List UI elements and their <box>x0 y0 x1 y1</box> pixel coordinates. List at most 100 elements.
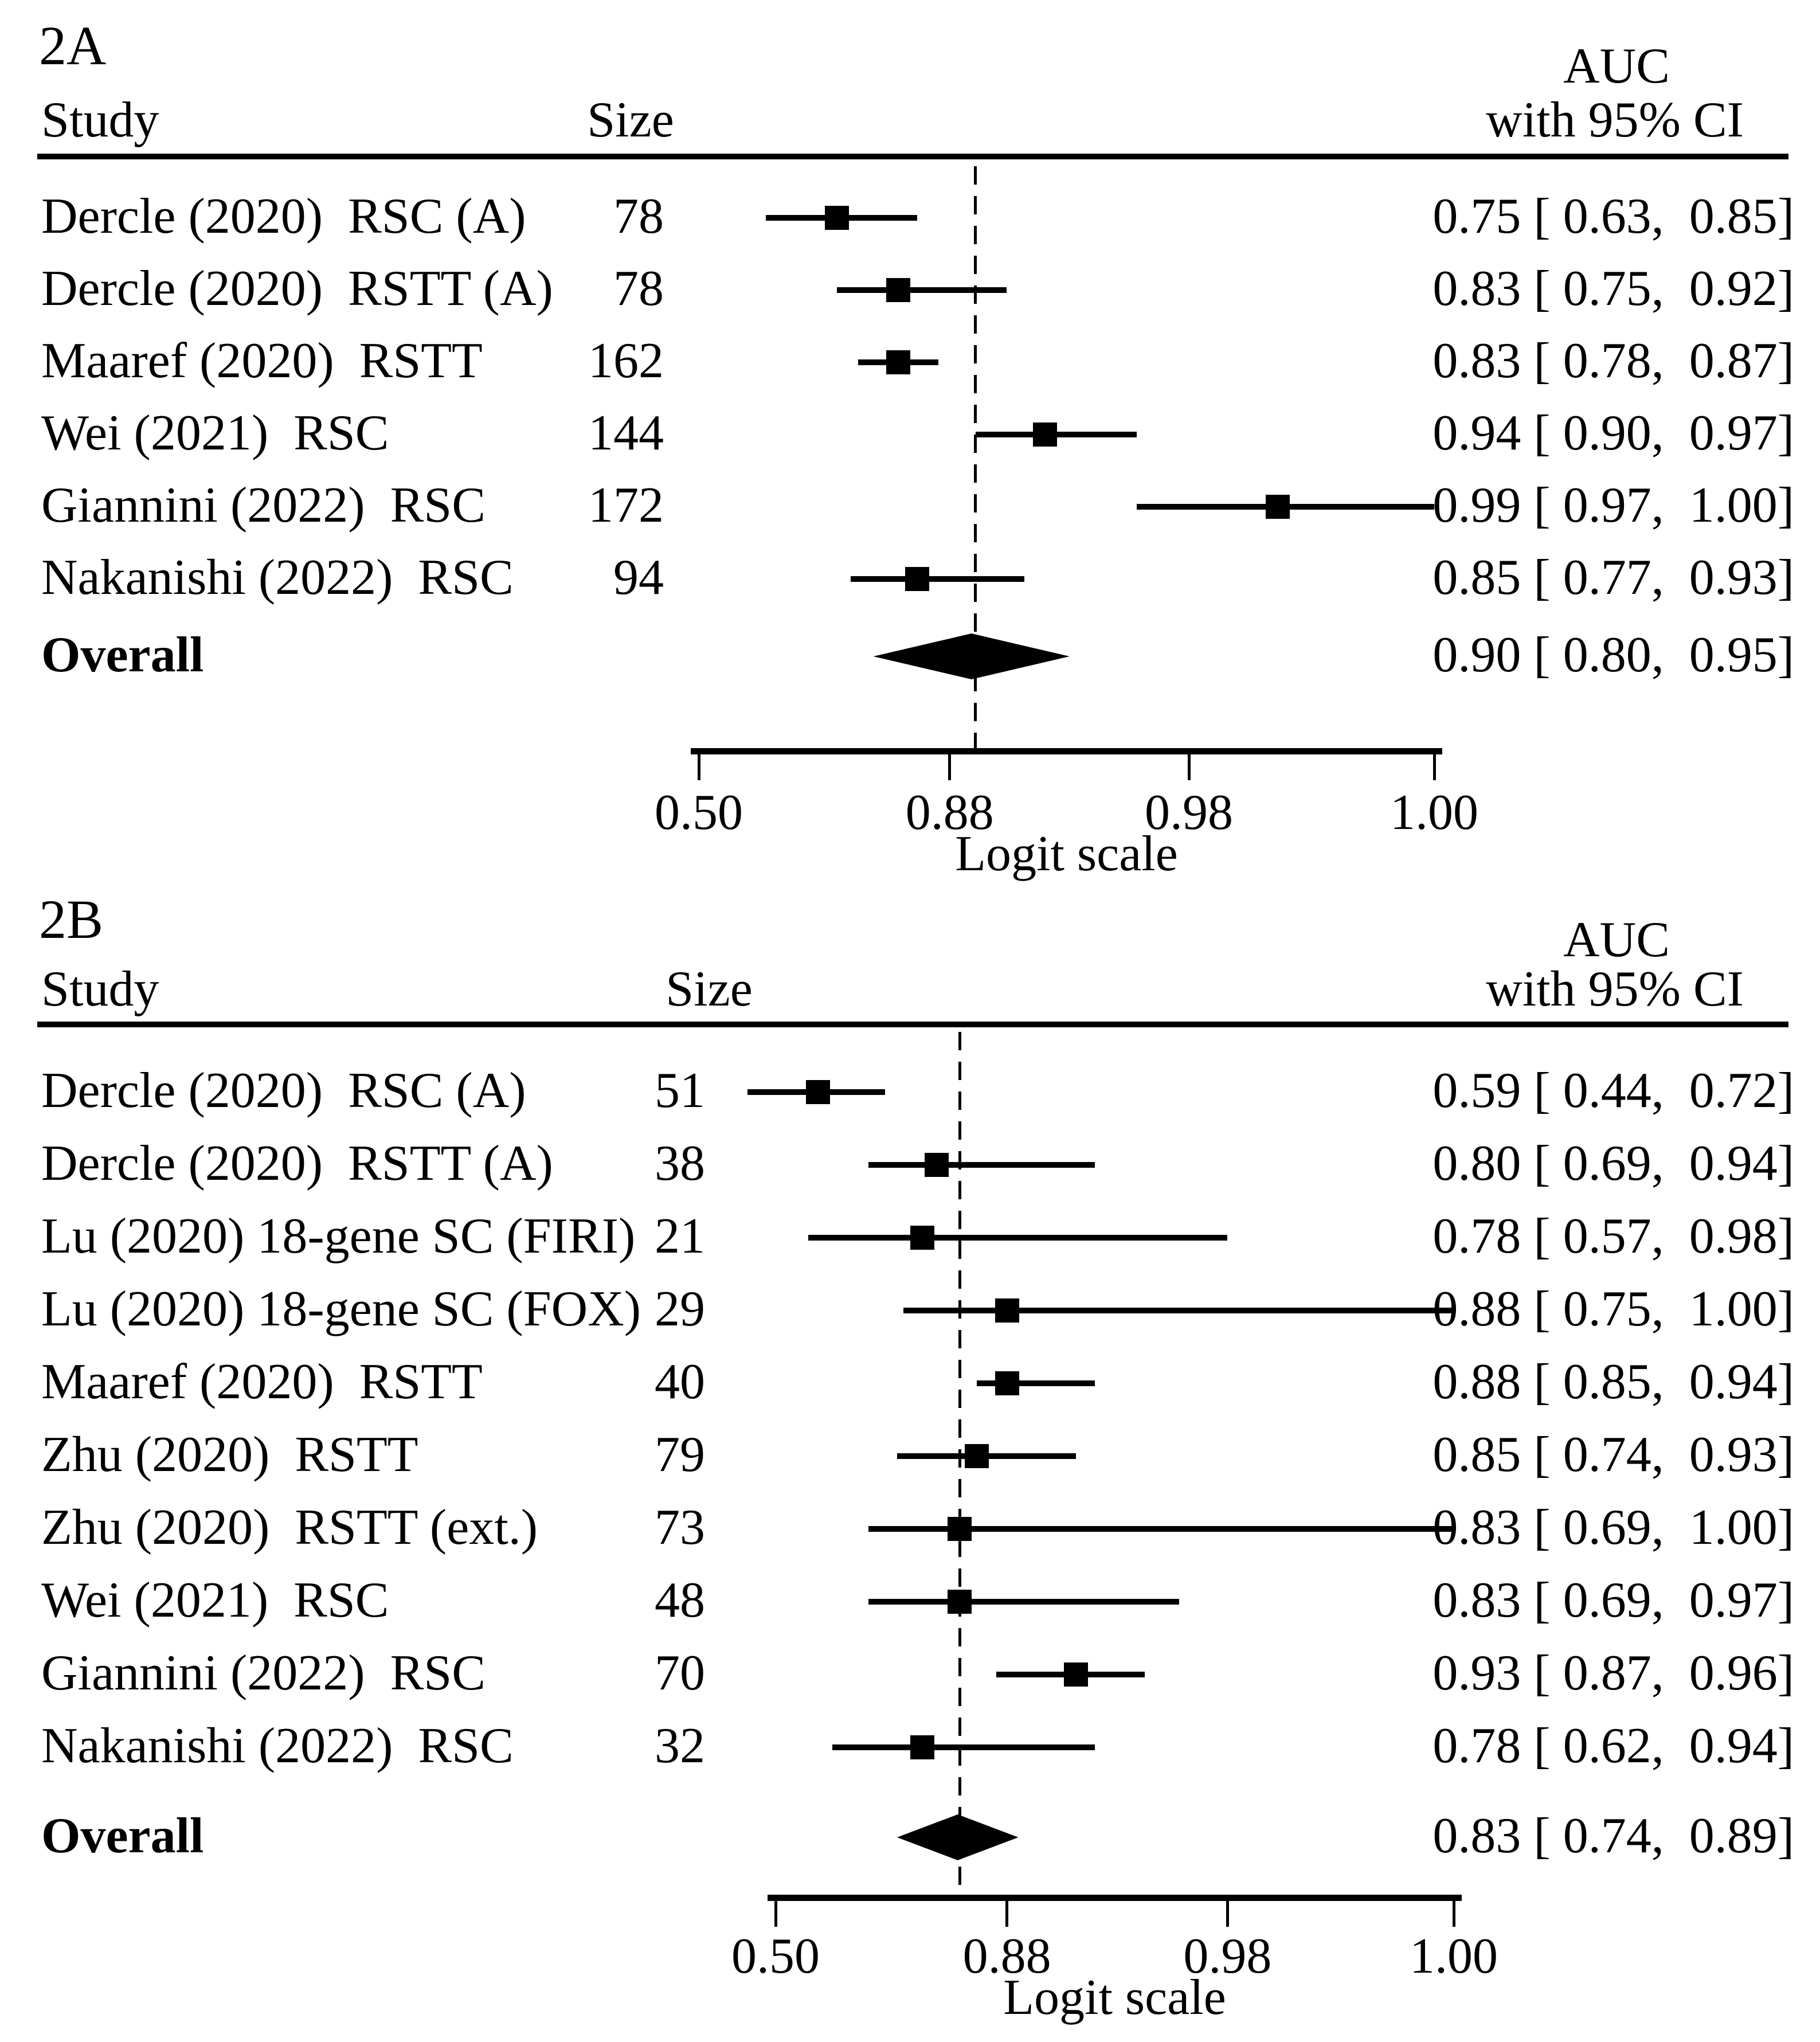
study-label: Dercle (2020) RSTT (A) <box>41 261 553 317</box>
confidence-interval-line <box>851 576 1025 582</box>
study-size: 162 <box>588 333 664 389</box>
auc-ci-value: 0.85 [ 0.77, 0.93] <box>1432 550 1794 606</box>
auc-ci-value: 0.94 [ 0.90, 0.97] <box>1432 405 1794 461</box>
x-axis-tick-label: 0.50 <box>731 1928 820 1985</box>
column-header-size: Size <box>666 961 753 1018</box>
header-rule <box>37 154 1788 159</box>
x-axis-caption: Logit scale <box>1003 1970 1226 2026</box>
study-label: Giannini (2022) RSC <box>41 478 486 534</box>
study-size: 73 <box>655 1500 705 1556</box>
point-estimate-marker <box>910 1735 935 1759</box>
header-rule <box>37 1022 1788 1027</box>
study-label: Maaref (2020) RSTT <box>41 333 483 389</box>
study-size: 21 <box>655 1208 705 1265</box>
study-label: Wei (2021) RSC <box>41 405 389 461</box>
point-estimate-marker <box>825 206 850 230</box>
point-estimate-marker <box>886 278 911 302</box>
study-label: Zhu (2020) RSTT <box>41 1427 418 1483</box>
point-estimate-marker <box>995 1298 1019 1323</box>
study-label: Lu (2020) 18-gene SC (FOX) <box>41 1281 641 1337</box>
study-label: Lu (2020) 18-gene SC (FIRI) <box>41 1208 636 1265</box>
auc-ci-value: 0.59 [ 0.44, 0.72] <box>1432 1063 1794 1119</box>
point-estimate-marker <box>948 1517 972 1541</box>
study-label: Dercle (2020) RSC (A) <box>41 189 526 245</box>
point-estimate-marker <box>948 1590 972 1614</box>
auc-ci-value: 0.80 [ 0.69, 0.94] <box>1432 1136 1794 1192</box>
study-size: 29 <box>655 1281 705 1337</box>
point-estimate-marker <box>924 1153 949 1177</box>
confidence-interval-line <box>868 1162 1095 1168</box>
point-estimate-marker <box>1033 423 1058 447</box>
x-axis-tick <box>1187 754 1191 780</box>
auc-ci-value: 0.75 [ 0.63, 0.85] <box>1432 189 1794 245</box>
x-axis-tick <box>1226 1900 1229 1927</box>
auc-ci-value: 0.99 [ 0.97, 1.00] <box>1432 478 1794 534</box>
overall-reference-dashed-line <box>974 166 977 748</box>
study-size: 78 <box>613 189 664 245</box>
study-label: Dercle (2020) RSC (A) <box>41 1063 526 1119</box>
auc-ci-value: 0.83 [ 0.69, 1.00] <box>1432 1500 1794 1556</box>
x-axis-tick <box>1432 754 1436 780</box>
x-axis-line <box>768 1895 1462 1901</box>
confidence-interval-line <box>868 1599 1180 1605</box>
x-axis-tick-label: 1.00 <box>1390 785 1478 841</box>
study-label: Maaref (2020) RSTT <box>41 1354 483 1410</box>
column-header-effect-top: AUC <box>1563 912 1670 968</box>
confidence-interval-line <box>832 1744 1095 1750</box>
panel-label: 2B <box>39 889 104 950</box>
column-header-effect-top: AUC <box>1563 38 1670 95</box>
auc-ci-value: 0.78 [ 0.62, 0.94] <box>1432 1718 1794 1774</box>
overall-reference-dashed-line <box>958 1032 961 1895</box>
x-axis-tick <box>948 754 952 780</box>
confidence-interval-line <box>868 1526 1454 1532</box>
point-estimate-marker <box>805 1080 830 1104</box>
study-label: Zhu (2020) RSTT (ext.) <box>41 1500 538 1556</box>
study-label: Wei (2021) RSC <box>41 1572 389 1629</box>
study-label: Nakanishi (2022) RSC <box>41 550 514 606</box>
study-size: 51 <box>655 1063 705 1119</box>
point-estimate-marker <box>1063 1662 1088 1687</box>
study-size: 79 <box>655 1427 705 1483</box>
overall-label: Overall <box>41 1808 204 1864</box>
x-axis-line <box>691 748 1442 754</box>
overall-auc-ci-value: 0.90 [ 0.80, 0.95] <box>1432 627 1794 683</box>
overall-label: Overall <box>41 627 204 683</box>
auc-ci-value: 0.83 [ 0.69, 0.97] <box>1432 1572 1794 1629</box>
x-axis-tick-label: 0.88 <box>905 785 994 841</box>
x-axis-tick <box>697 754 700 780</box>
study-size: 32 <box>655 1718 705 1774</box>
study-label: Nakanishi (2022) RSC <box>41 1718 514 1774</box>
study-size: 38 <box>655 1136 705 1192</box>
column-header-effect-bottom: with 95% CI <box>1486 961 1744 1018</box>
auc-ci-value: 0.88 [ 0.75, 1.00] <box>1432 1281 1794 1337</box>
overall-diamond <box>897 1814 1019 1860</box>
study-size: 78 <box>613 261 664 317</box>
auc-ci-value: 0.83 [ 0.75, 0.92] <box>1432 261 1794 317</box>
confidence-interval-line <box>837 287 1007 293</box>
x-axis-tick <box>1005 1900 1009 1927</box>
point-estimate-marker <box>886 350 911 374</box>
study-label: Giannini (2022) RSC <box>41 1645 486 1701</box>
auc-ci-value: 0.93 [ 0.87, 0.96] <box>1432 1645 1794 1701</box>
x-axis-tick <box>774 1900 777 1927</box>
study-size: 40 <box>655 1354 705 1410</box>
point-estimate-marker <box>965 1444 989 1468</box>
auc-ci-value: 0.85 [ 0.74, 0.93] <box>1432 1427 1794 1483</box>
point-estimate-marker <box>995 1371 1019 1395</box>
overall-diamond <box>873 633 1070 679</box>
auc-ci-value: 0.88 [ 0.85, 0.94] <box>1432 1354 1794 1410</box>
panel-label: 2A <box>39 15 107 77</box>
study-size: 94 <box>613 550 664 606</box>
confidence-interval-line <box>808 1235 1228 1241</box>
study-size: 144 <box>588 405 664 461</box>
confidence-interval-line <box>977 1380 1095 1386</box>
confidence-interval-line <box>903 1308 1454 1313</box>
point-estimate-marker <box>910 1226 935 1250</box>
x-axis-tick-label: 0.98 <box>1145 785 1233 841</box>
study-label: Dercle (2020) RSTT (A) <box>41 1136 553 1192</box>
study-size: 172 <box>588 478 664 534</box>
overall-auc-ci-value: 0.83 [ 0.74, 0.89] <box>1432 1808 1794 1864</box>
column-header-effect-bottom: with 95% CI <box>1486 92 1744 148</box>
point-estimate-marker <box>1265 495 1290 519</box>
